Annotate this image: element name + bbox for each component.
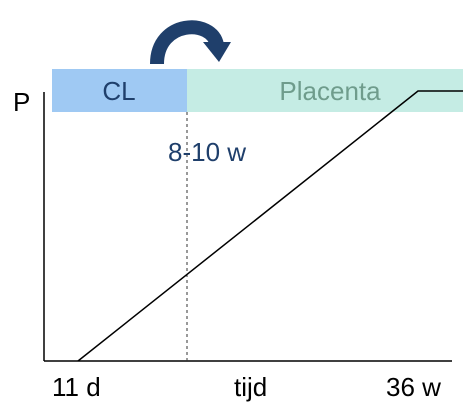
phase-band-cl xyxy=(52,69,187,112)
y-axis-label: P xyxy=(13,87,30,117)
phase-label-cl: CL xyxy=(102,76,135,106)
phase-band-placenta xyxy=(187,69,463,112)
x-tick-label-start: 11 d xyxy=(52,372,101,402)
x-axis-label: tijd xyxy=(234,372,267,402)
transition-marker-label: 8-10 w xyxy=(168,137,246,167)
phase-label-placenta: Placenta xyxy=(279,76,381,106)
production-trend-line xyxy=(77,90,463,362)
x-tick-label-end: 36 w xyxy=(386,372,441,402)
curved-arrow-icon xyxy=(150,20,231,65)
